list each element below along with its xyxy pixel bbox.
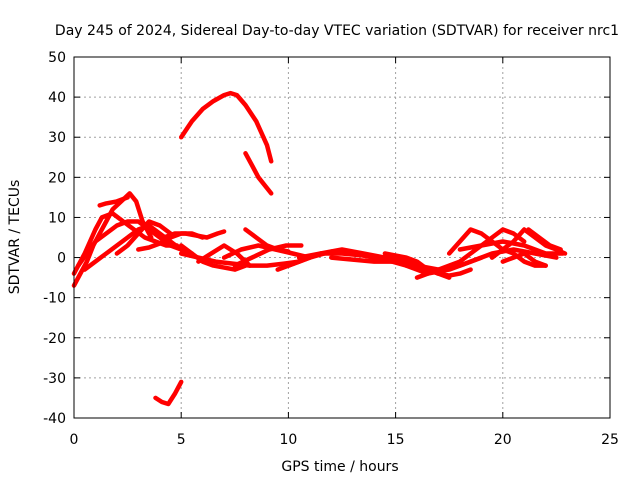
y-tick-label: 0	[57, 251, 66, 267]
series-arc-13	[243, 227, 291, 254]
series-arc-22	[446, 227, 548, 268]
x-tick-label: 25	[601, 432, 619, 448]
y-tick-label: -40	[43, 411, 66, 427]
series-arc-01	[71, 191, 154, 288]
y-tick-label: -20	[43, 331, 66, 347]
series-arc-05	[82, 223, 195, 272]
y-tick-labels: -40 -30 -20 -10 0 10 20 30 40 50	[43, 50, 66, 427]
y-tick-label: 40	[48, 90, 66, 106]
plot-frame	[73, 56, 611, 419]
y-axis-label: SDTVAR / TECUs	[7, 180, 23, 295]
x-axis-label: GPS time / hours	[281, 459, 398, 475]
series-arc-21	[414, 227, 527, 280]
axis-ticks	[73, 56, 611, 419]
series-arc-27	[178, 90, 274, 164]
series-arc-08	[161, 229, 227, 240]
series-arc-11	[196, 243, 253, 268]
x-tick-label: 0	[70, 432, 79, 448]
y-tick-label: -30	[43, 371, 66, 387]
series-arc-14	[232, 243, 304, 268]
series-arc-02	[97, 195, 130, 208]
y-tick-label: 50	[48, 50, 66, 66]
x-tick-labels: 0 5 10 15 20 25	[70, 432, 619, 448]
series-group	[71, 90, 568, 407]
series-arc-06	[114, 219, 173, 256]
series-arc-09	[178, 243, 248, 272]
series-arc-28	[243, 151, 274, 196]
x-tick-label: 10	[279, 432, 297, 448]
y-tick-label: 10	[48, 210, 66, 226]
grid	[74, 57, 610, 418]
y-tick-label: -10	[43, 291, 66, 307]
series-arc-26	[526, 227, 563, 252]
y-tick-label: 30	[48, 130, 66, 146]
series-arc-25	[500, 251, 548, 268]
chart-title: Day 245 of 2024, Sidereal Day-to-day VTE…	[55, 23, 619, 39]
x-tick-label: 20	[494, 432, 512, 448]
series-arc-29	[153, 379, 184, 407]
y-tick-label: 20	[48, 170, 66, 186]
x-tick-label: 5	[177, 432, 186, 448]
x-tick-label: 15	[387, 432, 405, 448]
